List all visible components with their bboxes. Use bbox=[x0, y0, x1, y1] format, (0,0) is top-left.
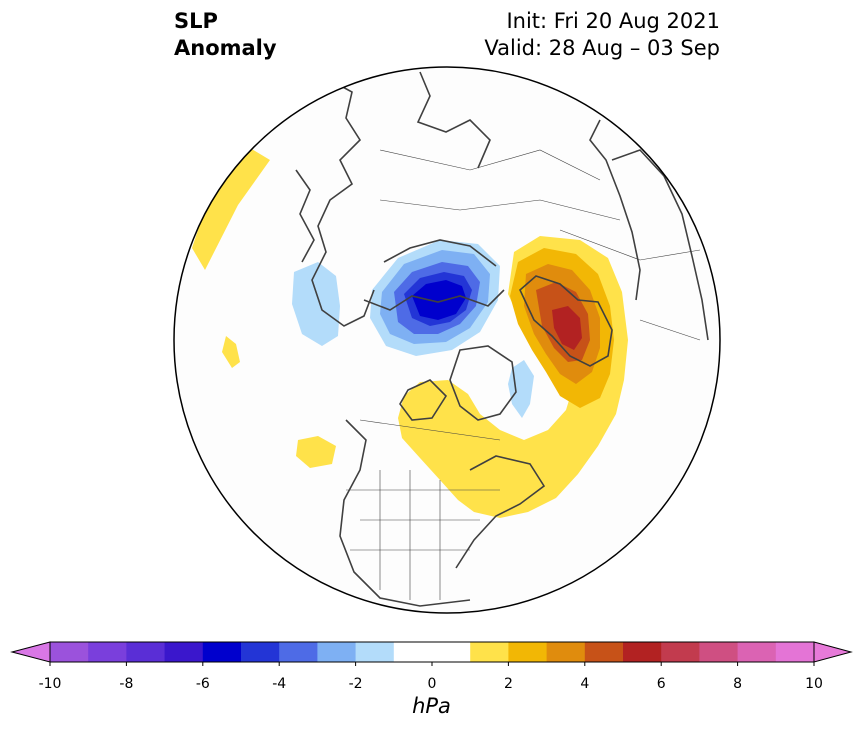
colorbar-ticks: -10 -8 -6 -4 -2 0 2 4 6 8 10 bbox=[39, 662, 823, 692]
map-title: SLP Anomaly bbox=[174, 8, 277, 62]
colorbar-cell bbox=[126, 642, 166, 662]
colorbar-cell bbox=[584, 642, 624, 662]
negative-anomaly-core bbox=[412, 280, 466, 320]
colorbar-cell bbox=[88, 642, 127, 662]
colorbar-cell bbox=[737, 642, 777, 662]
anomaly-fields bbox=[192, 71, 709, 607]
positive-anomaly-small-west bbox=[222, 336, 240, 368]
colorbar-tick-label: 8 bbox=[733, 676, 742, 692]
colorbar-cell bbox=[775, 642, 815, 662]
coastlines bbox=[295, 71, 709, 607]
colorbar: -10 -8 -6 -4 -2 0 2 4 6 8 10 bbox=[10, 641, 853, 692]
globe-border bbox=[173, 66, 721, 614]
colorbar-cell bbox=[202, 642, 242, 662]
colorbar-cell bbox=[699, 642, 739, 662]
colorbar-tick-label: 0 bbox=[428, 676, 437, 692]
positive-anomaly-pacific bbox=[296, 436, 336, 468]
valid-range: Valid: 28 Aug – 03 Sep bbox=[484, 36, 720, 60]
colorbar-cell bbox=[279, 642, 318, 662]
colorbar-cell bbox=[393, 642, 433, 662]
colorbar-tick-label: 4 bbox=[580, 676, 589, 692]
political-borders bbox=[346, 149, 701, 600]
positive-anomaly-core bbox=[552, 306, 582, 350]
title-line-2: Anomaly bbox=[174, 36, 277, 60]
forecast-dates: Init: Fri 20 Aug 2021 Valid: 28 Aug – 03… bbox=[484, 8, 720, 62]
polar-map bbox=[173, 66, 721, 614]
colorbar-tick-label: -8 bbox=[119, 676, 133, 692]
colorbar-tick-label: 2 bbox=[504, 676, 513, 692]
colorbar-tick-label: -2 bbox=[349, 676, 363, 692]
init-date: Init: Fri 20 Aug 2021 bbox=[506, 9, 720, 33]
colorbar-cells bbox=[50, 642, 815, 662]
colorbar-tick-label: -4 bbox=[272, 676, 286, 692]
colorbar-cell bbox=[355, 642, 395, 662]
colorbar-cell bbox=[241, 642, 280, 662]
colorbar-cell bbox=[546, 642, 586, 662]
colorbar-unit-label: hPa bbox=[412, 694, 451, 718]
colorbar-tick-label: 6 bbox=[657, 676, 666, 692]
colorbar-tick-label: 10 bbox=[805, 676, 823, 692]
title-line-1: SLP bbox=[174, 9, 218, 33]
colorbar-cell bbox=[470, 642, 509, 662]
colorbar-cell bbox=[508, 642, 548, 662]
colorbar-cell bbox=[50, 642, 89, 662]
colorbar-extend-low bbox=[10, 641, 51, 663]
colorbar-tick-label: -6 bbox=[196, 676, 210, 692]
colorbar-extend-high bbox=[813, 641, 853, 663]
colorbar-cell bbox=[661, 642, 700, 662]
negative-anomaly-atlantic bbox=[508, 360, 534, 418]
negative-anomaly-west bbox=[292, 262, 340, 346]
positive-anomaly-west-edge bbox=[192, 148, 270, 270]
colorbar-cell bbox=[164, 642, 204, 662]
colorbar-cell bbox=[317, 642, 357, 662]
colorbar-tick-label: -10 bbox=[39, 676, 62, 692]
colorbar-cell bbox=[432, 642, 471, 662]
colorbar-cell bbox=[623, 642, 662, 662]
